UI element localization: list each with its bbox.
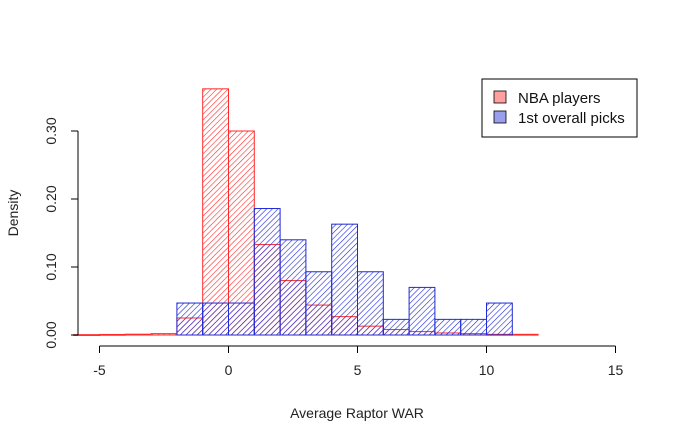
bar-nba-players-17 — [511, 333, 539, 336]
x-tick-label: -5 — [93, 362, 106, 378]
legend: NBA players 1st overall picks — [481, 78, 638, 138]
legend-swatch-nba-players — [493, 90, 507, 104]
x-tick-label: 5 — [354, 362, 362, 378]
bar-1st-overall-picks-4 — [279, 239, 307, 336]
y-axis-label: Density — [5, 190, 21, 237]
y-tick-label: 0.20 — [43, 185, 59, 212]
bar-1st-overall-picks-8 — [382, 318, 410, 336]
y-axis: 0.00 0.10 0.20 0.30 — [43, 117, 79, 349]
x-tick-label: 0 — [225, 362, 233, 378]
bar-1st-overall-picks-2 — [228, 302, 255, 336]
y-tick-label: 0.10 — [43, 253, 59, 280]
x-axis-label: Average Raptor WAR — [290, 405, 424, 421]
bar-nba-players-1 — [99, 333, 126, 336]
bar-1st-overall-picks-3 — [253, 208, 281, 336]
bar-1st-overall-picks-6 — [331, 223, 359, 336]
bar-1st-overall-picks-1 — [202, 302, 229, 336]
bar-1st-overall-picks-5 — [305, 271, 333, 336]
y-tick-label: 0.30 — [43, 117, 59, 144]
y-tick-label: 0.00 — [43, 321, 59, 348]
legend-label-nba-players: NBA players — [518, 90, 601, 107]
bar-nba-players-3 — [150, 333, 178, 336]
bar-nba-players-5 — [202, 88, 229, 336]
bar-nba-players-2 — [124, 333, 152, 336]
bar-1st-overall-picks-7 — [357, 271, 384, 336]
bar-1st-overall-picks-10 — [434, 318, 462, 336]
series-1st-overall-picks — [176, 208, 513, 336]
bar-1st-overall-picks-12 — [486, 302, 513, 336]
legend-box — [481, 78, 638, 138]
x-tick-label: 10 — [479, 362, 495, 378]
legend-label-1st-overall-picks: 1st overall picks — [518, 110, 625, 127]
bar-1st-overall-picks-9 — [408, 286, 436, 336]
x-tick-label: 15 — [608, 362, 624, 378]
x-axis: -5 0 5 10 15 — [93, 345, 624, 378]
legend-swatch-1st-overall-picks — [493, 110, 507, 124]
bar-1st-overall-picks-0 — [176, 302, 204, 336]
bar-1st-overall-picks-11 — [460, 318, 488, 336]
